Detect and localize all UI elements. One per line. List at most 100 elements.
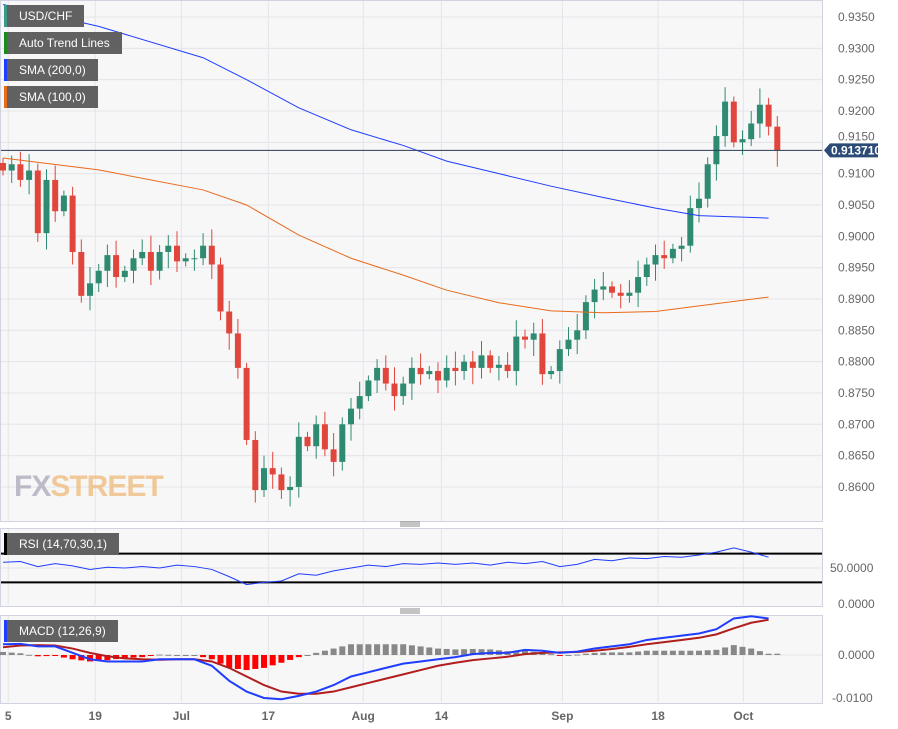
- candle-body: [217, 264, 224, 312]
- legend-sma-100[interactable]: SMA (100,0): [4, 86, 98, 108]
- candle-body: [174, 245, 180, 262]
- macd-histogram-bar: [426, 647, 433, 655]
- candle-body: [696, 198, 702, 209]
- candle-body: [34, 170, 41, 234]
- candle-body: [278, 474, 285, 491]
- macd-histogram-bar: [374, 644, 381, 655]
- candle-body: [435, 371, 441, 381]
- candle-body: [348, 408, 354, 425]
- macd-histogram-bar: [8, 652, 15, 655]
- macd-histogram-bar: [121, 655, 128, 659]
- candle-body: [722, 101, 729, 137]
- candle-body: [539, 333, 546, 375]
- macd-histogram-bar: [60, 655, 67, 658]
- x-tick-label: Sep: [551, 709, 573, 723]
- candle-body: [113, 255, 120, 278]
- x-tick-label: Oct: [733, 709, 753, 723]
- macd-histogram-bar: [26, 654, 33, 656]
- candle-body: [191, 258, 198, 260]
- macd-tick-label: 0.0000: [838, 648, 875, 662]
- y-tick-label: 0.8800: [838, 355, 875, 369]
- candle-body: [748, 123, 755, 140]
- macd-histogram-bar: [539, 652, 546, 655]
- macd-histogram-bar: [321, 650, 328, 655]
- macd-histogram-bar: [191, 655, 198, 656]
- legend-auto-trend-lines[interactable]: Auto Trend Lines: [4, 32, 122, 54]
- macd-histogram-bar: [147, 655, 154, 656]
- legend-symbol[interactable]: USD/CHF: [4, 5, 85, 27]
- macd-histogram-bar: [174, 655, 180, 656]
- candle-body: [0, 162, 6, 171]
- candle-body: [391, 383, 398, 397]
- y-tick-label: 0.8850: [838, 323, 875, 337]
- macd-histogram-bar: [365, 644, 372, 655]
- y-tick-label: 0.8900: [838, 292, 875, 306]
- candle-body: [469, 361, 476, 368]
- candle-body: [400, 383, 407, 397]
- macd-histogram-bar: [43, 655, 50, 657]
- macd-histogram-bar: [348, 644, 354, 655]
- macd-histogram-bar: [713, 649, 720, 655]
- candle-body: [556, 349, 563, 372]
- macd-histogram-bar: [208, 655, 215, 660]
- macd-histogram-bar: [139, 655, 146, 658]
- macd-histogram-bar: [417, 646, 424, 655]
- macd-signal-line: [2, 618, 769, 695]
- candle-body: [287, 486, 294, 491]
- macd-histogram-bar: [95, 655, 102, 661]
- macd-histogram-bar: [0, 651, 6, 655]
- candle-body: [643, 264, 650, 278]
- macd-histogram-bar: [704, 650, 711, 655]
- candle-body: [574, 330, 581, 340]
- macd-histogram-bar: [591, 652, 598, 655]
- macd-histogram-bar: [226, 655, 233, 668]
- macd-line: [2, 615, 769, 701]
- candle-body: [652, 255, 659, 265]
- macd-histogram-bar: [522, 650, 528, 655]
- legend-rsi[interactable]: RSI (14,70,30,1): [4, 533, 120, 555]
- macd-histogram-bar: [678, 650, 685, 655]
- macd-histogram-bar: [261, 655, 267, 668]
- candle-body: [756, 104, 763, 124]
- candle-body: [548, 371, 555, 375]
- macd-histogram-bar: [652, 650, 659, 655]
- candle-body: [304, 436, 311, 447]
- y-tick-label: 0.8650: [838, 449, 875, 463]
- candle-body: [461, 361, 468, 372]
- fxstreet-logo: FXSTREET: [14, 470, 164, 503]
- macd-histogram-bar: [548, 654, 555, 656]
- macd-histogram-bar: [435, 648, 441, 655]
- macd-histogram-bar: [765, 653, 772, 655]
- macd-histogram-bar: [461, 649, 468, 655]
- macd-histogram-bar: [17, 653, 24, 655]
- candle-body: [591, 289, 598, 303]
- macd-histogram-bar: [443, 648, 450, 655]
- macd-histogram-bar: [661, 650, 668, 655]
- x-tick-label: Jul: [173, 709, 190, 723]
- macd-histogram-bar: [234, 655, 241, 669]
- macd-histogram-bar: [609, 652, 615, 655]
- macd-tick-label: -0.0100: [832, 691, 873, 705]
- candle-body: [382, 367, 389, 384]
- candle-body: [60, 195, 67, 212]
- candle-body: [765, 104, 772, 127]
- macd-histogram-bar: [748, 648, 755, 655]
- panel-macd: [0, 615, 823, 704]
- legend-sma-200[interactable]: SMA (200,0): [4, 59, 98, 81]
- macd-histogram-bar: [165, 654, 172, 656]
- rsi-tick-label: 50.0000: [830, 561, 874, 575]
- macd-histogram-bar: [252, 655, 259, 669]
- candle-body: [487, 355, 494, 368]
- x-tick-label: 5: [5, 709, 12, 723]
- macd-histogram-bar: [722, 647, 729, 655]
- candle-body: [687, 208, 694, 246]
- candle-body: [661, 255, 668, 259]
- macd-histogram-bar: [565, 655, 572, 656]
- macd-histogram-bar: [696, 650, 702, 655]
- macd-histogram-bar: [130, 655, 137, 658]
- macd-histogram-bar: [626, 652, 633, 655]
- candle-body: [417, 367, 424, 375]
- legend-macd[interactable]: MACD (12,26,9): [4, 620, 118, 642]
- sma-100-line: [2, 157, 769, 314]
